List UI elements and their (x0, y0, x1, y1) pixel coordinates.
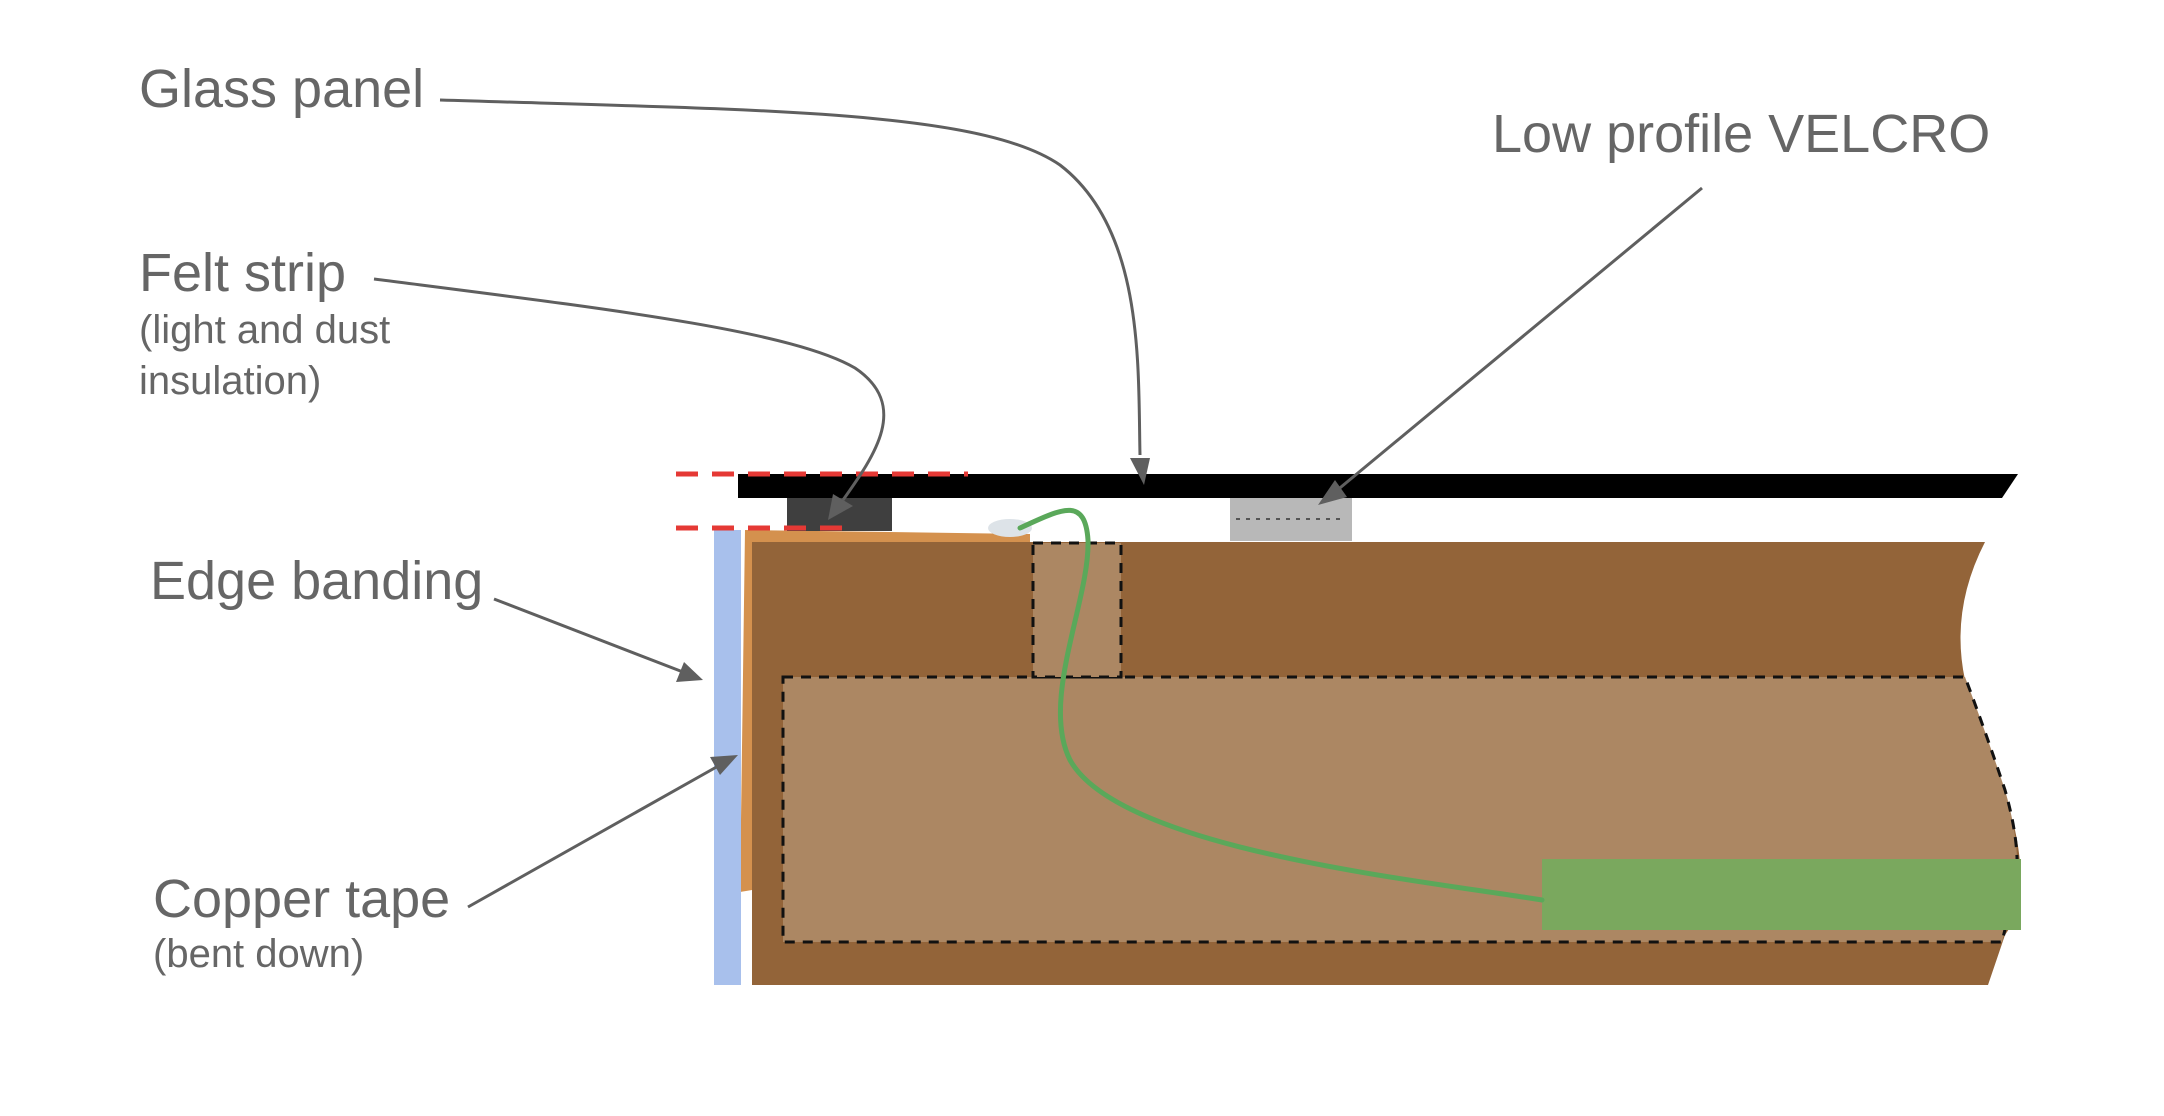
velcro-leader (1334, 186, 1703, 494)
velcro-label: Low profile VELCRO (1492, 104, 1990, 164)
copper-tape-label: Copper tape (153, 869, 450, 929)
glass-panel-arrowhead (1130, 458, 1150, 485)
velcro-block (1230, 498, 1352, 541)
glass-panel-plate (738, 474, 2018, 498)
edge-banding-arrowhead (676, 662, 703, 682)
copper-tape-leader (467, 763, 721, 909)
felt-strip-label: Felt strip (139, 243, 346, 303)
copper-tape-arrowhead (710, 755, 738, 775)
edge-banding-leader (493, 597, 684, 674)
circuit-board (1542, 859, 2021, 930)
sensor-contact-pad (988, 519, 1032, 537)
glass-panel-leader (439, 98, 1142, 456)
edge-banding-label: Edge banding (150, 551, 483, 611)
velcro-arrowhead (1318, 480, 1347, 505)
felt-strip-note-line2: insulation) (139, 359, 321, 403)
felt-strip-note-line1: (light and dust (139, 308, 390, 352)
copper-tape-note: (bent down) (153, 932, 364, 976)
felt-strip-arrowhead (828, 494, 853, 520)
glass-panel-label: Glass panel (139, 59, 424, 119)
sensor-wire (1017, 507, 1545, 903)
felt-strip-leader (373, 277, 886, 501)
